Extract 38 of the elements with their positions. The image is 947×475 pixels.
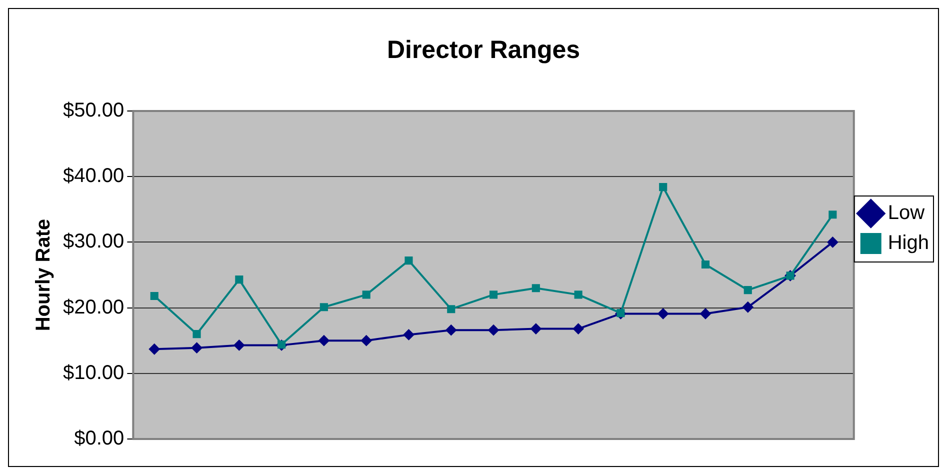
point: [658, 308, 669, 320]
point: [360, 335, 372, 346]
point: [489, 290, 498, 299]
point: [574, 290, 582, 299]
point: [530, 323, 542, 334]
point: [572, 323, 584, 334]
point: [700, 308, 711, 320]
y-tick-label: $20.00: [63, 296, 124, 318]
point: [446, 324, 457, 336]
point: [150, 292, 158, 300]
point: [742, 302, 754, 313]
point: [191, 342, 202, 354]
y-tick-label: $40.00: [63, 165, 124, 188]
y-tick-label: $10.00: [63, 362, 124, 384]
point: [828, 210, 837, 219]
point: [234, 340, 245, 351]
point: [404, 256, 413, 265]
point: [235, 276, 244, 284]
point: [827, 236, 838, 248]
point: [362, 290, 370, 299]
y-tick-label: $0.00: [74, 428, 124, 450]
point: [701, 260, 710, 269]
point: [148, 344, 160, 355]
point: [318, 335, 330, 346]
point: [320, 303, 328, 312]
y-tick-label: $30.00: [63, 230, 124, 253]
legend-label: Low: [888, 202, 926, 224]
legend-label: High: [888, 232, 930, 254]
y-tick-label: $50.00: [63, 100, 124, 122]
point: [532, 284, 540, 292]
y-axis-title: Hourly Rate: [32, 218, 55, 332]
point: [488, 324, 500, 336]
point: [403, 329, 414, 340]
point: [744, 286, 752, 294]
point: [192, 330, 201, 338]
point: [447, 305, 456, 314]
point: [659, 183, 668, 192]
chart-title: Director Ranges: [386, 36, 580, 64]
